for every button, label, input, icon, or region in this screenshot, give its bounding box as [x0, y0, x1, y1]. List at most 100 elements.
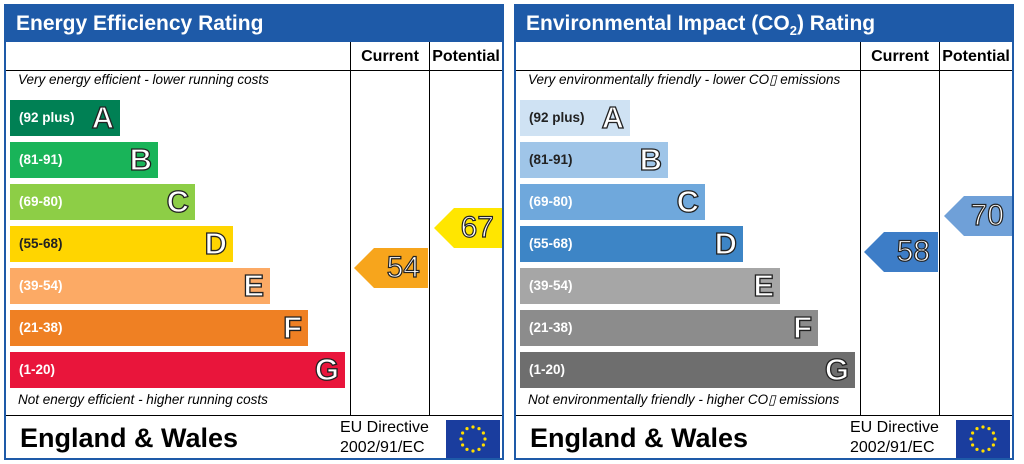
rating-band-range: (1-20)	[19, 362, 56, 377]
eu-flag-icon	[956, 420, 1010, 458]
eu-flag-star	[971, 443, 975, 447]
eu-flag-star	[459, 437, 463, 441]
current-rating-arrow-shape	[864, 232, 938, 272]
potential-column-header: Potential	[942, 48, 1010, 65]
current-rating-value: 54	[386, 250, 421, 284]
rating-band-letter: C	[166, 183, 190, 219]
current-rating-arrow-shape	[354, 248, 428, 288]
eu-flag-star	[975, 447, 979, 451]
eu-flag-star	[975, 427, 979, 431]
rating-band-range: (92 plus)	[19, 110, 75, 125]
rating-band-range: (55-68)	[19, 236, 63, 251]
rating-band-range: (81-91)	[19, 152, 63, 167]
eu-flag-star	[971, 431, 975, 435]
potential-column-divider	[429, 42, 430, 416]
rating-band-letter: B	[129, 141, 153, 177]
potential-rating-value: 67	[460, 210, 495, 244]
potential-column-divider	[939, 42, 940, 416]
current-rating-value: 58	[896, 234, 931, 268]
eu-flag-icon	[446, 420, 500, 458]
rating-band-a: (92 plus) A	[10, 99, 120, 136]
eu-flag-star	[981, 425, 985, 429]
rating-band-range: (39-54)	[529, 278, 573, 293]
rating-band-letter: B	[639, 141, 663, 177]
rating-band-letter: G	[824, 351, 849, 387]
eu-flag-star	[483, 437, 487, 441]
potential-rating-arrow: 70	[944, 196, 1012, 236]
rating-band-f: (21-38) F	[10, 309, 308, 346]
rating-band-e: (39-54) E	[520, 267, 780, 304]
current-rating-arrow: 58	[864, 232, 938, 272]
current-column-header: Current	[361, 48, 419, 65]
top-note: Very energy efficient - lower running co…	[18, 72, 269, 87]
rating-band-range: (55-68)	[529, 236, 573, 251]
potential-rating-value: 70	[970, 198, 1005, 232]
rating-band-letter: G	[314, 351, 339, 387]
rating-band-range: (39-54)	[19, 278, 63, 293]
rating-band-letter: F	[282, 309, 302, 345]
eu-flag-star	[481, 443, 485, 447]
footer-row-divider	[6, 415, 502, 416]
footer-region-label: England & Wales	[530, 423, 749, 453]
footer-directive: EU Directive 2002/91/EC	[340, 418, 429, 458]
footer-directive-line-1: EU Directive	[850, 419, 939, 436]
rating-band-letter: A	[91, 99, 115, 135]
footer-directive-line-2: 2002/91/EC	[340, 439, 425, 456]
rating-band-range: (69-80)	[529, 194, 573, 209]
footer-directive: EU Directive 2002/91/EC	[850, 418, 939, 458]
current-rating-arrow: 54	[354, 248, 428, 288]
eu-flag-star	[477, 447, 481, 451]
rating-band-range: (92 plus)	[529, 110, 585, 125]
rating-band-range: (21-38)	[529, 320, 573, 335]
eu-flag-star	[991, 443, 995, 447]
rating-band-range: (81-91)	[529, 152, 573, 167]
eu-flag-star	[481, 431, 485, 435]
rating-band-letter: E	[753, 267, 775, 303]
eu-flag-star	[987, 427, 991, 431]
eu-flag-star	[993, 437, 997, 441]
current-column-divider	[860, 42, 861, 416]
rating-band-g: (1-20) G	[10, 351, 345, 388]
header-row-divider	[516, 70, 1012, 71]
potential-rating-arrow-shape	[944, 196, 1012, 236]
environmental-impact-title-end: ) Rating	[796, 12, 876, 35]
energy-efficiency-panel: Energy Efficiency Rating Current Potenti…	[4, 4, 504, 460]
bottom-note: Not environmentally friendly - higher CO…	[528, 392, 840, 407]
rating-band-d: (55-68) D	[520, 225, 743, 262]
eu-flag-star	[981, 449, 985, 453]
eu-flag-star	[969, 437, 973, 441]
footer-row-divider	[516, 415, 1012, 416]
bottom-note: Not energy efficient - higher running co…	[18, 392, 268, 407]
footer-directive-line-1: EU Directive	[340, 419, 429, 436]
eu-flag-star	[465, 447, 469, 451]
potential-rating-arrow: 67	[434, 208, 502, 248]
eu-flag-star	[471, 449, 475, 453]
rating-band-f: (21-38) F	[520, 309, 818, 346]
rating-band-range: (69-80)	[19, 194, 63, 209]
eu-flag-star	[461, 443, 465, 447]
eu-flag-star	[465, 427, 469, 431]
potential-column-header: Potential	[432, 48, 500, 65]
rating-band-letter: D	[714, 225, 738, 261]
eu-flag-star	[471, 425, 475, 429]
rating-band-letter: C	[676, 183, 700, 219]
top-note: Very environmentally friendly - lower CO…	[528, 72, 841, 87]
energy-efficiency-grid: Current Potential Very energy efficient …	[6, 42, 502, 416]
rating-band-a: (92 plus) A	[520, 99, 630, 136]
rating-band-e: (39-54) E	[10, 267, 270, 304]
energy-efficiency-title: Energy Efficiency Rating	[6, 6, 502, 42]
eu-flag-star	[991, 431, 995, 435]
footer-directive-line-2: 2002/91/EC	[850, 439, 935, 456]
header-row-divider	[6, 70, 502, 71]
rating-band-c: (69-80) C	[520, 183, 705, 220]
rating-band-c: (69-80) C	[10, 183, 195, 220]
potential-rating-arrow-shape	[434, 208, 502, 248]
environmental-impact-title-sub: 2	[789, 23, 797, 39]
rating-band-letter: F	[792, 309, 812, 345]
environmental-impact-title: Environmental Impact (CO2) Rating	[516, 6, 1012, 42]
current-column-divider	[350, 42, 351, 416]
eu-flag-star	[461, 431, 465, 435]
rating-band-range: (1-20)	[529, 362, 566, 377]
rating-band-g: (1-20) G	[520, 351, 855, 388]
rating-band-letter: E	[243, 267, 265, 303]
